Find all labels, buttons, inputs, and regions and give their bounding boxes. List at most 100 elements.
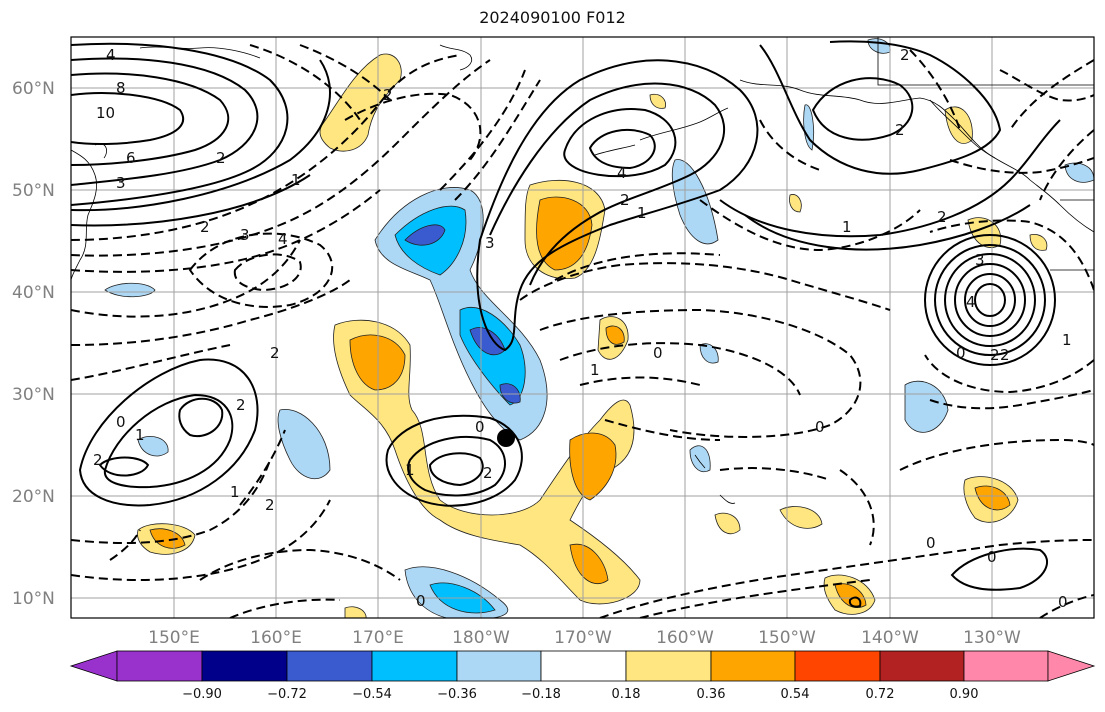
negative-anomaly-region: [689, 445, 711, 473]
contour-label: 2: [1000, 346, 1010, 364]
lat-label: 10°N: [12, 589, 55, 609]
contour-label: 4: [106, 46, 116, 64]
positive-anomaly-region: [714, 512, 741, 534]
lat-label: 20°N: [12, 487, 55, 507]
negative-anomaly-region: [803, 104, 814, 151]
contour-label: 0: [956, 344, 966, 362]
contour-label: 1: [1062, 331, 1072, 349]
lat-label: 50°N: [12, 181, 55, 201]
contour-label: 0: [416, 592, 426, 610]
lon-label: 140°W: [861, 628, 919, 648]
contour-labels: 4 8 10 6 3 2 1 2 3 4 2 1 0 3 4 2 1 2 1 2…: [93, 46, 1072, 611]
colorbar-segment: [371, 650, 458, 682]
latitude-labels: 60°N 50°N 40°N 30°N 20°N 10°N: [12, 79, 55, 609]
contour-label: 0: [1058, 593, 1068, 611]
contour-label: 2: [900, 46, 910, 64]
lat-label: 30°N: [12, 385, 55, 405]
contour-label: 0: [116, 413, 126, 431]
negative-anomaly-region: [137, 436, 169, 457]
contour-label: 2: [270, 344, 280, 362]
colorbar-segment: [625, 650, 712, 682]
contour-label: 2: [200, 218, 210, 236]
contour-label: 2: [236, 396, 246, 414]
positive-anomaly-core: [605, 325, 625, 345]
negative-anomaly-strong: [404, 224, 446, 246]
contour-label: 3: [975, 251, 985, 269]
longitude-labels: 150°E 160°E 170°E 180°W 170°W 160°W 150°…: [148, 628, 1021, 648]
lon-label: 130°W: [963, 628, 1021, 648]
contour-label: 2: [895, 121, 905, 139]
lat-label: 60°N: [12, 79, 55, 99]
contour-label: 1: [842, 218, 852, 236]
contour-label: 2: [937, 208, 947, 226]
positive-anomaly-region: [344, 606, 367, 618]
colorbar: [69, 650, 1096, 682]
colorbar-tick-label: 0.90: [950, 687, 979, 702]
lat-label: 40°N: [12, 283, 55, 303]
lon-label: 150°E: [148, 628, 200, 648]
contour-label: 10: [96, 104, 115, 122]
colorbar-segment: [963, 650, 1049, 682]
colorbar-tick-label: −0.72: [267, 687, 307, 702]
contour-label: 4: [278, 230, 288, 248]
contour-label: 2: [620, 191, 630, 209]
negative-anomaly-region: [699, 343, 719, 364]
storm-center-marker: [497, 429, 515, 447]
positive-contours: [71, 40, 1061, 608]
lon-label: 170°W: [554, 628, 612, 648]
colorbar-high-extension: [1047, 650, 1096, 682]
contour-label: 0: [987, 548, 997, 566]
contour-label: 3: [240, 226, 250, 244]
colorbar-segment: [710, 650, 796, 682]
colorbar-tick-label: 0.72: [866, 687, 895, 702]
contour-label: 2: [483, 464, 493, 482]
positive-anomaly-region: [649, 93, 667, 109]
contour-label: 0: [653, 344, 663, 362]
contour-label: 4: [966, 293, 976, 311]
contour-label: 3: [485, 234, 495, 252]
contour-label: 0: [815, 418, 825, 436]
negative-anomaly-region: [277, 408, 331, 480]
positive-anomaly-core: [834, 583, 867, 609]
contour-label: 1: [135, 426, 145, 444]
colorbar-low-extension: [69, 650, 118, 682]
contour-label: 3: [116, 174, 126, 192]
lon-label: 150°W: [758, 628, 816, 648]
coastlines: [71, 37, 1094, 504]
colorbar-segment: [456, 650, 542, 682]
positive-anomaly-region: [779, 506, 823, 529]
lon-label: 160°E: [250, 628, 302, 648]
map-title: 2024090100 F012: [479, 8, 626, 27]
positive-anomaly-core: [569, 432, 617, 501]
negative-contours: [71, 44, 1094, 618]
contour-label: 1: [230, 483, 240, 501]
contour-label: 2: [383, 86, 393, 104]
lon-label: 160°W: [656, 628, 714, 648]
contour-label: 0: [475, 418, 485, 436]
colorbar-tick-label: 0.36: [697, 687, 726, 702]
negative-anomaly-strong: [499, 383, 521, 404]
contour-label: 2: [93, 451, 103, 469]
colorbar-segment: [794, 650, 881, 682]
colorbar-segment: [540, 650, 627, 682]
colorbar-tick-label: −0.36: [437, 687, 477, 702]
contour-label: 0: [926, 534, 936, 552]
positive-anomaly-region: [789, 194, 802, 213]
lon-label: 170°E: [352, 628, 404, 648]
contour-label: 2: [990, 346, 1000, 364]
negative-anomaly-region: [104, 282, 156, 298]
contour-label: 1: [590, 361, 600, 379]
colorbar-segment: [286, 650, 373, 682]
colorbar-segment: [879, 650, 965, 682]
colorbar-segment: [116, 650, 203, 682]
colorbar-tick-label: 0.54: [781, 687, 810, 702]
contour-label: 1: [405, 461, 415, 479]
contour-label: 6: [126, 149, 136, 167]
colorbar-tick-label: 0.18: [612, 687, 641, 702]
lon-label: 180°W: [452, 628, 510, 648]
positive-anomaly-core: [569, 543, 609, 585]
contour-label: 2: [265, 496, 275, 514]
colorbar-tick-label: −0.18: [521, 687, 561, 702]
contour-label: 2: [216, 149, 226, 167]
